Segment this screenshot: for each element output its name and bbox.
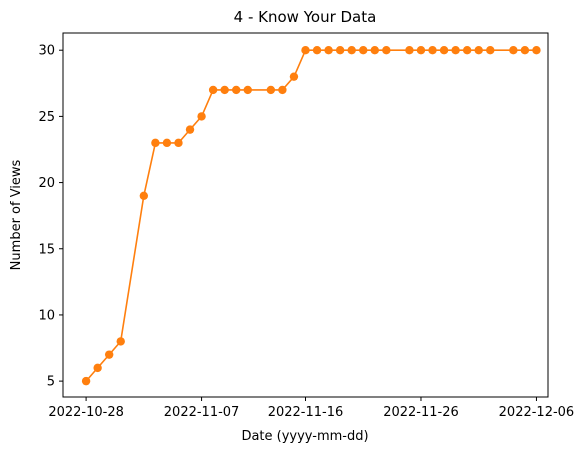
data-point xyxy=(486,46,495,55)
data-point xyxy=(520,46,530,55)
data-point xyxy=(335,46,345,55)
y-tick-label: 15 xyxy=(38,242,55,257)
data-point xyxy=(174,138,183,148)
data-point xyxy=(462,46,472,55)
data-point xyxy=(509,46,518,55)
data-point xyxy=(439,46,449,55)
data-point xyxy=(232,85,241,95)
y-tick-label: 10 xyxy=(38,308,55,323)
data-point xyxy=(347,46,356,55)
y-tick-label: 20 xyxy=(38,176,55,191)
data-point xyxy=(370,46,379,55)
data-point xyxy=(116,337,125,346)
y-tick-label: 30 xyxy=(38,44,55,59)
data-point xyxy=(405,46,414,55)
x-tick-label: 2022-12-06 xyxy=(499,405,575,420)
data-point xyxy=(243,85,252,95)
data-point xyxy=(289,72,299,81)
data-point xyxy=(451,46,460,55)
data-point xyxy=(416,46,426,55)
data-point xyxy=(324,46,333,55)
data-point xyxy=(266,85,276,95)
data-point xyxy=(208,85,218,95)
y-axis: 5 10 15 20 25 30 xyxy=(38,44,63,390)
data-point xyxy=(197,112,206,121)
data-point xyxy=(278,85,287,95)
x-tick-label: 2022-11-26 xyxy=(383,405,459,420)
data-point xyxy=(382,46,391,55)
x-tick-label: 2022-11-16 xyxy=(268,405,344,420)
x-tick-label: 2022-10-28 xyxy=(48,405,124,420)
data-point xyxy=(220,85,229,95)
data-point xyxy=(81,376,91,386)
data-point xyxy=(151,138,160,148)
data-point xyxy=(93,363,102,373)
series-line xyxy=(85,49,537,382)
data-point xyxy=(162,138,172,148)
data-point xyxy=(532,46,541,55)
plot-area xyxy=(81,46,541,386)
data-point xyxy=(428,46,437,55)
data-point xyxy=(474,46,483,55)
chart-title: 4 - Know Your Data xyxy=(234,8,377,26)
x-axis-title: Date (yyyy-mm-dd) xyxy=(241,429,368,444)
data-point xyxy=(359,46,368,55)
plot-frame xyxy=(62,32,549,398)
data-point xyxy=(301,46,310,55)
y-axis-title: Number of Views xyxy=(9,159,24,270)
data-point xyxy=(104,350,114,359)
x-axis: 2022-10-28 2022-11-07 2022-11-16 2022-11-26… xyxy=(48,397,574,420)
x-tick-label: 2022-11-07 xyxy=(164,405,240,420)
data-point xyxy=(312,46,322,55)
data-point xyxy=(185,125,195,134)
y-tick-label: 5 xyxy=(47,375,55,390)
y-tick-label: 25 xyxy=(38,110,55,125)
data-point xyxy=(139,191,149,201)
